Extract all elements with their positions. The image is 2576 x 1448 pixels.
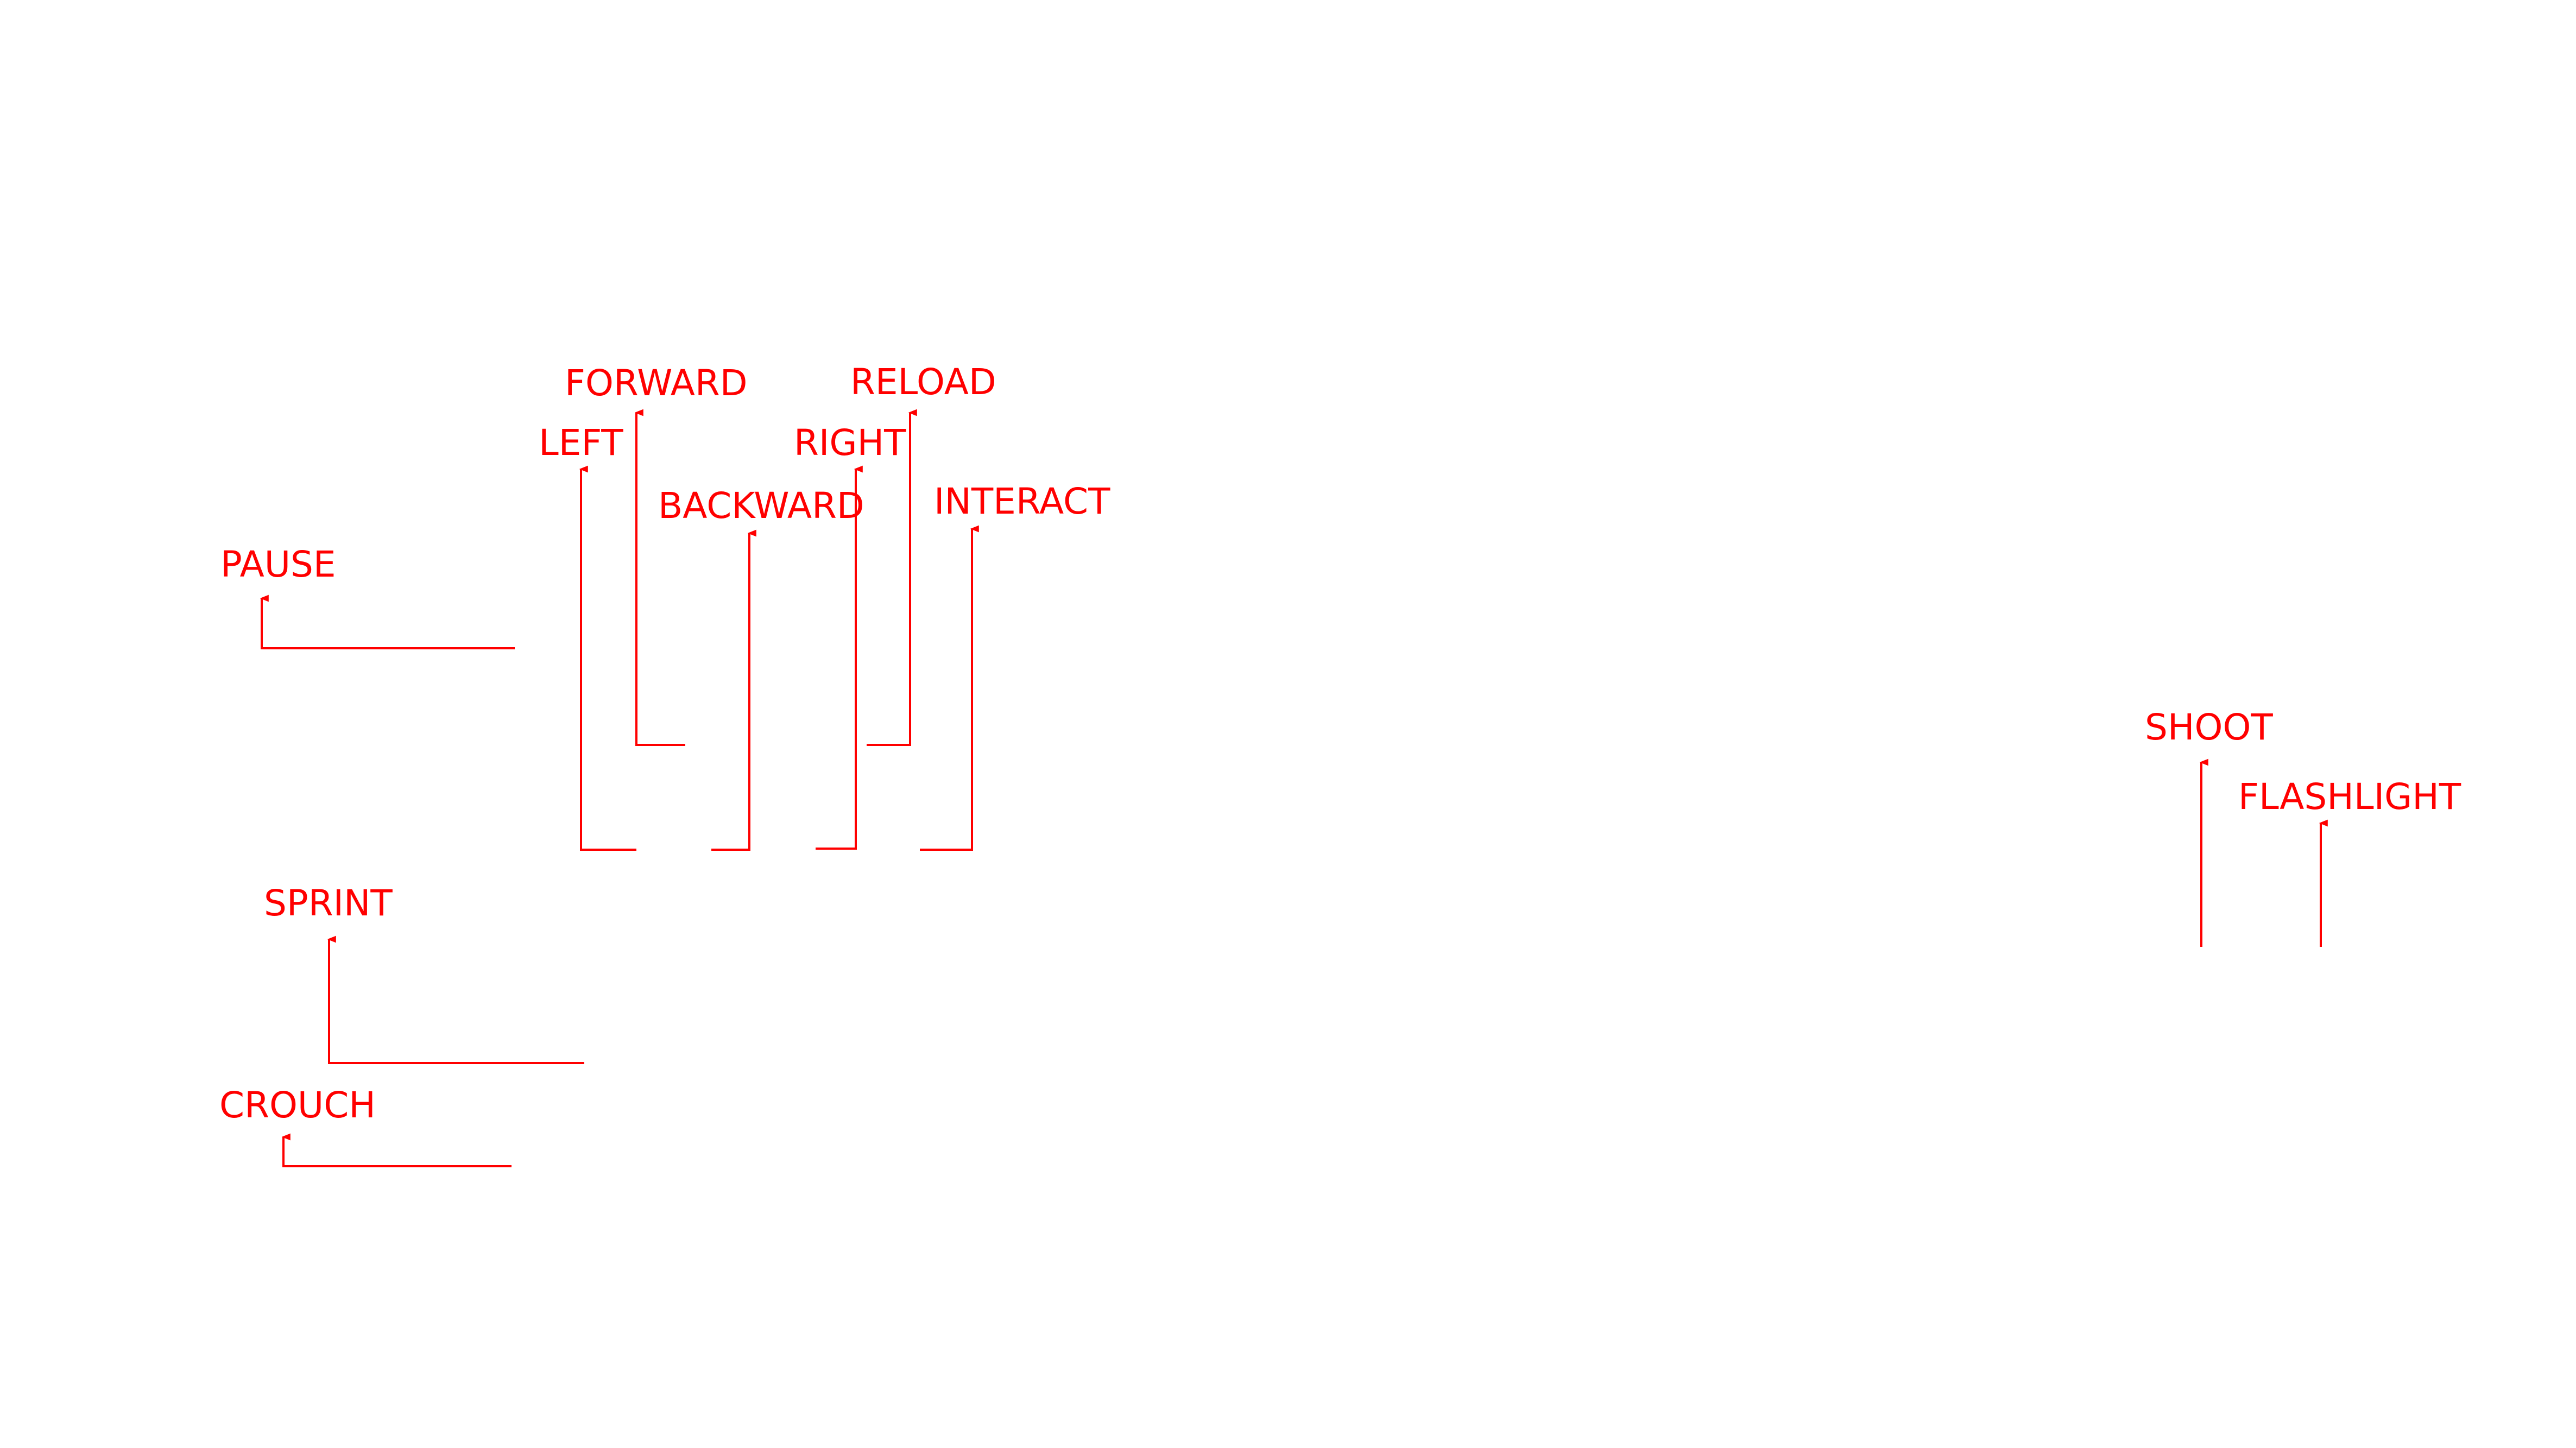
callout-pause: PAUSE [220, 543, 515, 649]
leader-pause [260, 595, 515, 649]
leader-sprint [327, 935, 584, 1064]
leader-left [579, 465, 636, 851]
label-interact: INTERACT [934, 480, 1110, 522]
leader-forward [634, 409, 685, 746]
label-crouch: CROUCH [219, 1084, 376, 1126]
leader-reload [867, 409, 917, 746]
label-forward: FORWARD [565, 362, 748, 404]
callout-right: RIGHT [794, 422, 906, 850]
callout-flashlight: FLASHLIGHT [2238, 776, 2461, 947]
leader-backward [711, 529, 756, 851]
callout-forward: FORWARD [565, 362, 748, 746]
callout-sprint: SPRINT [264, 882, 584, 1064]
leader-interact [920, 525, 979, 851]
label-shoot: SHOOT [2145, 706, 2273, 748]
leader-crouch [281, 1133, 512, 1167]
label-backward: BACKWARD [658, 485, 864, 527]
callout-left: LEFT [539, 422, 636, 851]
callout-shoot: SHOOT [2145, 706, 2273, 947]
callout-interact: INTERACT [920, 480, 1110, 851]
label-right: RIGHT [794, 422, 906, 464]
callout-reload: RELOAD [850, 361, 996, 746]
label-reload: RELOAD [850, 361, 996, 403]
label-flashlight: FLASHLIGHT [2238, 776, 2461, 818]
callout-crouch: CROUCH [219, 1084, 512, 1167]
label-left: LEFT [539, 422, 623, 464]
callout-backward: BACKWARD [658, 485, 864, 851]
label-sprint: SPRINT [264, 882, 393, 924]
leader-right [816, 465, 863, 850]
label-pause: PAUSE [220, 543, 336, 585]
